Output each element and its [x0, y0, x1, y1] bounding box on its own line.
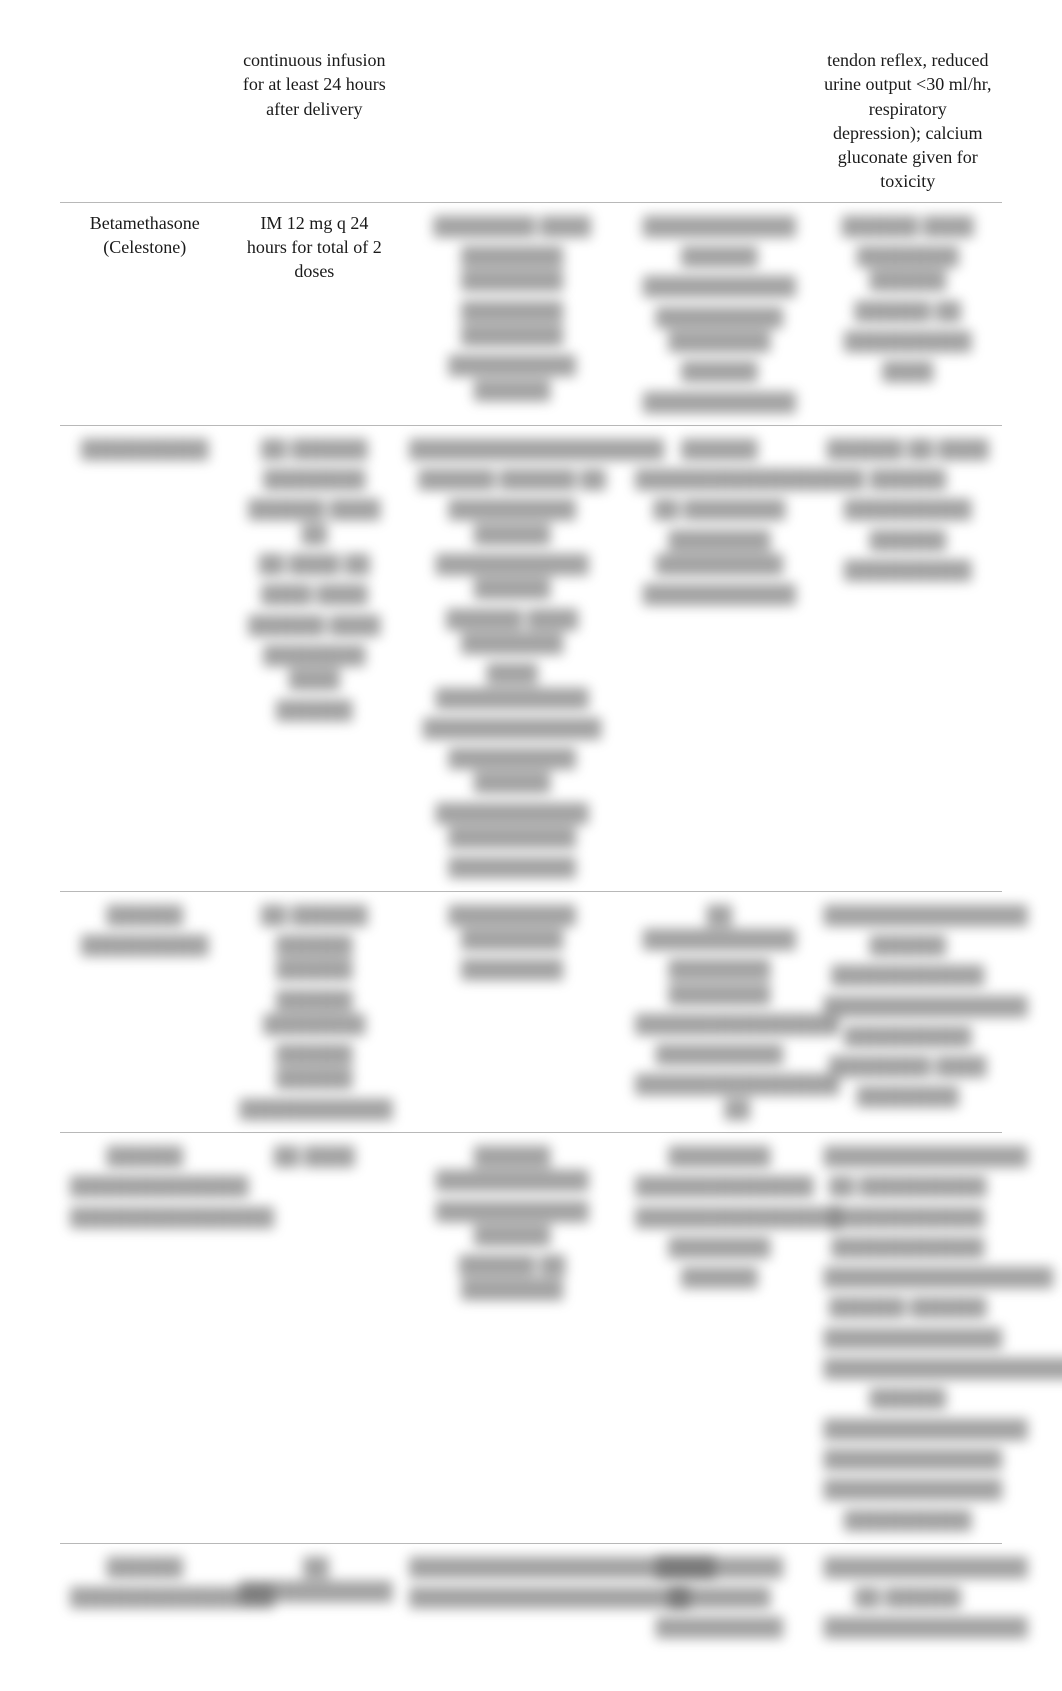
- table-cell: ██████ ████████████████████████ ████████…: [399, 1132, 625, 1543]
- table-cell: continuous infusion for at least 24 hour…: [230, 40, 400, 202]
- table-cell: ████████████████: [60, 891, 230, 1132]
- table-cell: ██████████████████████████ █████████████…: [625, 425, 813, 891]
- table-cell: ████████████████████████████████████████…: [625, 1132, 813, 1543]
- table-cell: [60, 40, 230, 202]
- table-cell: ██ ████: [230, 1132, 400, 1543]
- table-row: ████████████████████████ ███████████████…: [60, 1543, 1002, 1650]
- table-row: Betamethasone (Celestone)IM 12 mg q 24 h…: [60, 202, 1002, 425]
- table-cell: IM 12 mg q 24 hours for total of 2 doses: [230, 202, 400, 425]
- table-cell: ██████████████████ █████████████████████…: [814, 1132, 1002, 1543]
- table-row: ██████████████████████████████████████ █…: [60, 1132, 1002, 1543]
- drug-table-body: continuous infusion for at least 24 hour…: [60, 40, 1002, 1651]
- table-cell: ██ ████████████████████ ████████████████…: [625, 891, 813, 1132]
- table-cell: ██ ████████████: [230, 1543, 400, 1650]
- table-cell: ██████████████████ █████████████████████…: [814, 1543, 1002, 1650]
- table-cell: ██████████: [60, 425, 230, 891]
- drug-table: continuous infusion for at least 24 hour…: [60, 40, 1002, 1651]
- table-cell: ██████████ ████████████████: [399, 891, 625, 1132]
- table-cell: Betamethasone (Celestone): [60, 202, 230, 425]
- table-cell: tendon reflex, reduced urine output <30 …: [814, 40, 1002, 202]
- table-cell: ██████████████████████: [60, 1543, 230, 1650]
- table-row: ████████████ ████████████████████ ████ █…: [60, 425, 1002, 891]
- table-row: ██████████████████ ████████████ ████████…: [60, 891, 1002, 1132]
- table-cell: ██████ ████████████ ████████████ ███████…: [814, 202, 1002, 425]
- table-cell: ████████████████████████████████████████…: [814, 891, 1002, 1132]
- table-row: continuous infusion for at least 24 hour…: [60, 40, 1002, 202]
- table-cell: [625, 40, 813, 202]
- table-cell: ████████████████████████████████████: [60, 1132, 230, 1543]
- table-cell: ██ ████████████ ████████████ ███████████…: [230, 891, 400, 1132]
- table-cell: ████████████████████████████████████████…: [625, 202, 813, 425]
- table-cell: [399, 40, 625, 202]
- table-cell: ██ ████████████████████ ████ ████ ████ █…: [230, 425, 400, 891]
- table-cell: ██████████████████████████ ██████ ██████…: [399, 425, 625, 891]
- table-cell: ██████ ██ ██████████████████████████████…: [814, 425, 1002, 891]
- table-cell: ████████ ████████████ ████████████████ █…: [399, 202, 625, 425]
- table-cell: ████████████████████████████████████████…: [399, 1543, 625, 1650]
